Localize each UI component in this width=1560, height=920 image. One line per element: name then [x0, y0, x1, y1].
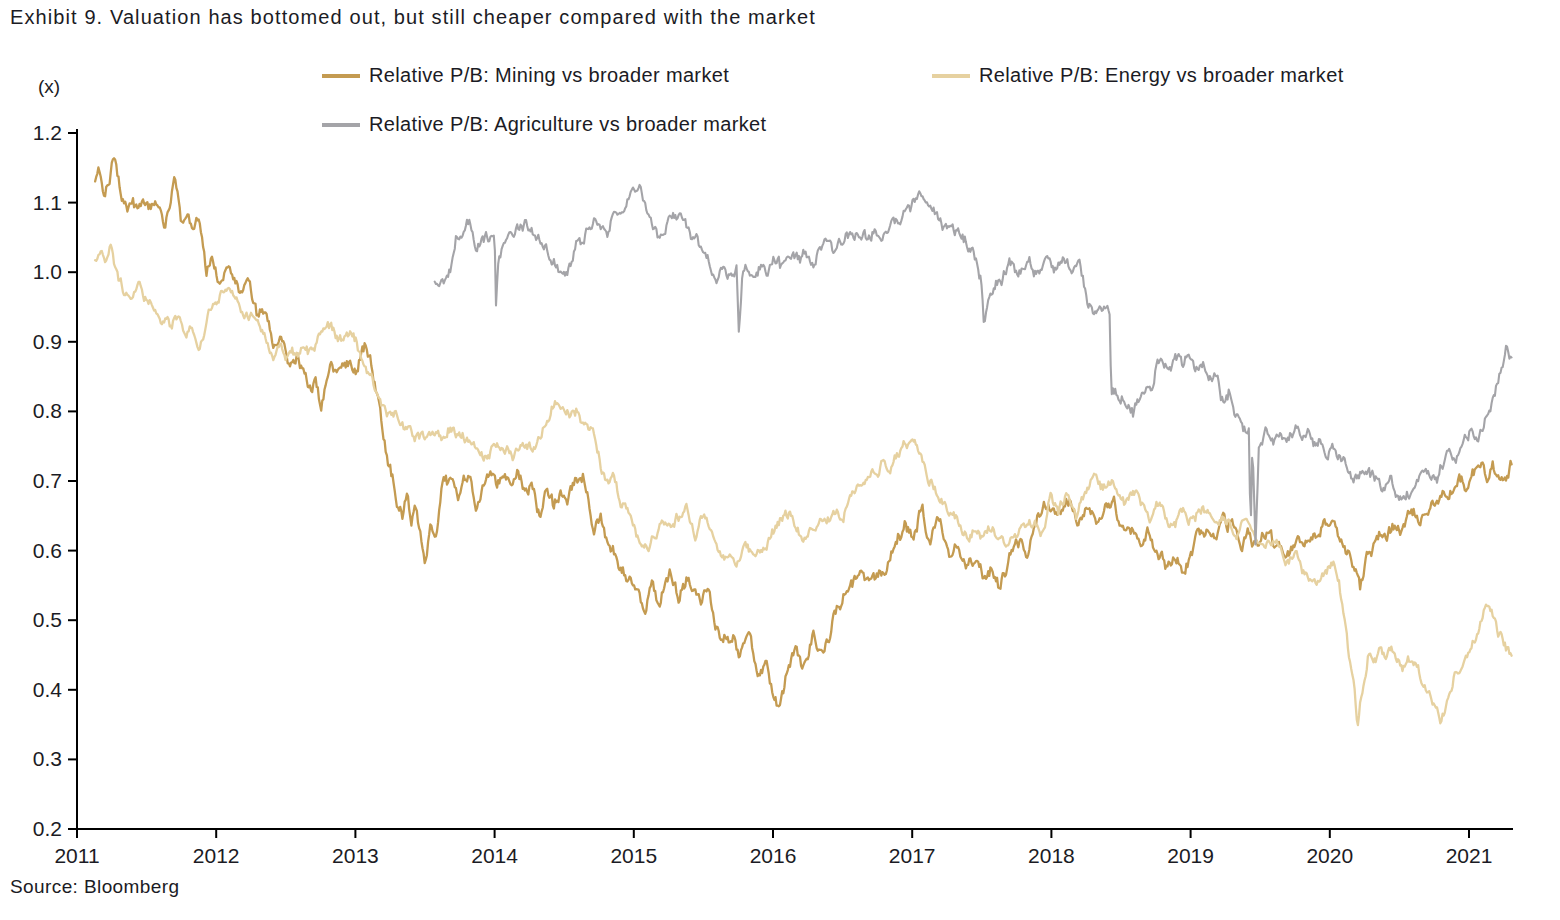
energy-line-swatch — [932, 74, 970, 78]
series-line-energy — [95, 245, 1512, 725]
legend-label-mining: Relative P/B: Mining vs broader market — [369, 64, 729, 87]
y-tick-label: 1.2 — [33, 121, 62, 144]
legend-item-energy: Relative P/B: Energy vs broader market — [932, 64, 1344, 87]
line-chart: 1.2 1.1 1.0 0.9 0.8 0.7 0.6 0.5 0.4 0.3 0.2 2011 201… — [0, 0, 1560, 920]
x-tick-label: 2015 — [610, 844, 657, 867]
x-tick-label: 2016 — [750, 844, 797, 867]
agriculture-line-swatch — [322, 123, 360, 127]
legend-label-agriculture: Relative P/B: Agriculture vs broader mar… — [369, 113, 766, 136]
y-axis-unit-label: (x) — [38, 76, 60, 98]
x-tick-label: 2021 — [1446, 844, 1493, 867]
y-tick-label: 0.5 — [33, 608, 62, 631]
y-tick-label: 0.2 — [33, 817, 62, 840]
y-tick-label: 0.4 — [33, 678, 63, 701]
y-tick-label: 1.0 — [33, 260, 62, 283]
legend-item-agriculture: Relative P/B: Agriculture vs broader mar… — [322, 113, 766, 136]
x-tick-label: 2020 — [1306, 844, 1353, 867]
x-tick-label: 2011 — [54, 844, 99, 867]
x-tick-label: 2014 — [471, 844, 518, 867]
chart-page: Exhibit 9. Valuation has bottomed out, b… — [0, 0, 1560, 920]
y-tick-label: 0.3 — [33, 747, 62, 770]
x-tick-label: 2019 — [1167, 844, 1214, 867]
y-tick-label: 1.1 — [33, 191, 62, 214]
chart-title: Exhibit 9. Valuation has bottomed out, b… — [10, 6, 816, 29]
source-label: Source: Bloomberg — [10, 876, 179, 898]
x-tick-label: 2013 — [332, 844, 379, 867]
y-tick-label: 0.7 — [33, 469, 62, 492]
y-tick-label: 0.8 — [33, 399, 62, 422]
y-tick-label: 0.6 — [33, 539, 62, 562]
legend-label-energy: Relative P/B: Energy vs broader market — [979, 64, 1344, 87]
mining-line-swatch — [322, 74, 360, 78]
legend-item-mining: Relative P/B: Mining vs broader market — [322, 64, 729, 87]
x-tick-label: 2018 — [1028, 844, 1075, 867]
series-line-agriculture — [435, 185, 1512, 545]
y-tick-label: 0.9 — [33, 330, 62, 353]
x-tick-label: 2012 — [193, 844, 240, 867]
x-tick-label: 2017 — [889, 844, 936, 867]
